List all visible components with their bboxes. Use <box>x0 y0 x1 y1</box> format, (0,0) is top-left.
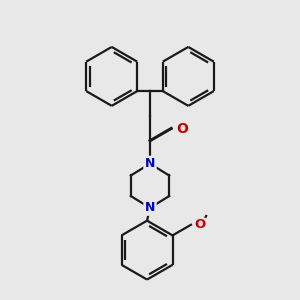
Text: N: N <box>145 157 155 170</box>
Text: O: O <box>194 218 205 231</box>
Text: O: O <box>176 122 188 136</box>
Text: N: N <box>145 201 155 214</box>
